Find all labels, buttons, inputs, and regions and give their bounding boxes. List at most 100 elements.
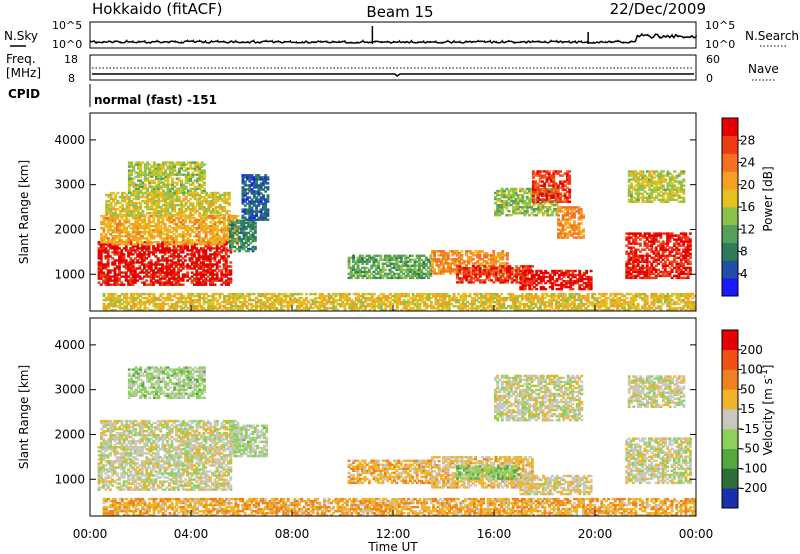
range-gate-cell	[175, 229, 178, 232]
range-gate-cell	[191, 171, 195, 174]
range-gate-cell	[223, 206, 227, 209]
noise-tick-low-right: 10^0	[705, 38, 735, 51]
range-gate-cell	[180, 212, 183, 215]
range-gate-cell	[195, 221, 199, 224]
range-gate-cell	[97, 263, 101, 266]
range-gate-cell	[499, 262, 502, 265]
range-gate-cell	[512, 187, 516, 191]
range-gate-cell	[449, 250, 452, 253]
range-gate-cell	[114, 210, 118, 213]
range-gate-cell	[573, 279, 577, 283]
range-gate-cell	[259, 192, 263, 195]
range-gate-cell	[156, 245, 160, 248]
range-gate-cell	[104, 237, 108, 240]
range-gate-cell	[467, 281, 471, 284]
range-gate-cell	[686, 250, 690, 253]
range-gate-cell	[213, 273, 217, 276]
range-gate-cell	[211, 216, 215, 220]
range-gate-cell	[166, 206, 170, 209]
range-gate-cell	[559, 186, 562, 189]
range-gate-cell	[544, 212, 547, 215]
range-gate-cell	[259, 178, 263, 181]
range-gate-cell	[197, 257, 201, 260]
cpid-value: normal (fast) -151	[94, 93, 217, 107]
range-gate-cell	[198, 179, 202, 182]
range-gate-cell	[666, 232, 670, 235]
range-gate-cell	[249, 247, 253, 251]
range-gate-cell	[190, 267, 194, 270]
range-gate-cell	[500, 199, 504, 203]
range-gate-cell	[107, 208, 111, 211]
range-gate-cell	[545, 176, 549, 179]
range-gate-cell	[102, 239, 106, 242]
range-gate-cell	[639, 186, 643, 189]
range-gate-cell	[645, 256, 649, 259]
range-gate-cell	[429, 264, 433, 267]
range-gate-cell	[250, 192, 254, 195]
range-gate-cell	[114, 197, 118, 201]
range-gate-cell	[541, 176, 544, 179]
range-gate-cell	[118, 229, 122, 232]
range-gate-cell	[196, 193, 199, 197]
range-gate-cell	[148, 199, 152, 203]
range-gate-cell	[519, 206, 522, 209]
range-gate-cell	[559, 196, 562, 199]
range-gate-cell	[132, 201, 136, 205]
range-gate-cell	[657, 176, 661, 179]
range-gate-cell	[446, 268, 450, 271]
range-gate-cell	[145, 271, 149, 274]
range-gate-cell	[668, 252, 672, 255]
range-gate-cell	[173, 206, 177, 209]
range-gate-cell	[688, 238, 692, 241]
range-gate-cell	[173, 167, 177, 170]
range-gate-cell	[102, 237, 106, 240]
range-gate-cell	[195, 235, 199, 238]
range-gate-cell	[175, 195, 179, 199]
range-gate-cell	[673, 258, 676, 261]
range-gate-cell	[506, 275, 509, 278]
range-gate-cell	[252, 204, 256, 207]
range-gate-cell	[446, 256, 450, 259]
range-gate-cell	[164, 199, 168, 203]
range-gate-cell	[515, 267, 519, 270]
range-gate-cell	[222, 281, 226, 284]
range-gate-cell	[404, 262, 408, 265]
range-gate-cell	[483, 256, 486, 259]
range-gate-cell	[202, 227, 206, 230]
range-gate-cell	[483, 252, 486, 255]
range-gate-cell	[458, 260, 461, 263]
range-gate-cell	[437, 268, 441, 271]
range-gate-cell	[129, 273, 133, 276]
range-gate-cell	[184, 197, 188, 201]
range-gate-cell	[163, 223, 167, 226]
range-gate-cell	[537, 203, 541, 207]
range-gate-cell	[202, 271, 205, 274]
range-gate-cell	[170, 249, 174, 252]
range-gate-cell	[526, 281, 530, 284]
range-gate-cell	[220, 257, 224, 260]
range-gate-cell	[576, 277, 579, 281]
range-gate-cell	[149, 269, 153, 272]
range-gate-cell	[143, 237, 147, 240]
range-gate-cell	[145, 279, 149, 282]
range-gate-cell	[395, 260, 399, 263]
range-gate-cell	[641, 174, 645, 177]
range-gate-cell	[204, 229, 208, 232]
range-gate-cell	[121, 210, 124, 213]
range-gate-cell	[241, 192, 245, 195]
range-gate-cell	[557, 224, 560, 227]
range-gate-cell	[555, 195, 559, 199]
range-gate-cell	[420, 264, 424, 267]
range-gate-cell	[170, 255, 174, 258]
range-gate-cell	[136, 245, 140, 248]
range-gate-cell	[200, 169, 204, 172]
range-gate-cell	[578, 277, 582, 281]
range-gate-cell	[177, 277, 180, 280]
range-gate-cell	[519, 199, 522, 203]
range-gate-cell	[516, 212, 520, 215]
range-gate-cell	[252, 176, 256, 179]
range-gate-cell	[661, 254, 665, 257]
range-gate-cell	[138, 251, 142, 254]
range-gate-cell	[655, 184, 658, 187]
range-gate-cell	[552, 188, 556, 191]
